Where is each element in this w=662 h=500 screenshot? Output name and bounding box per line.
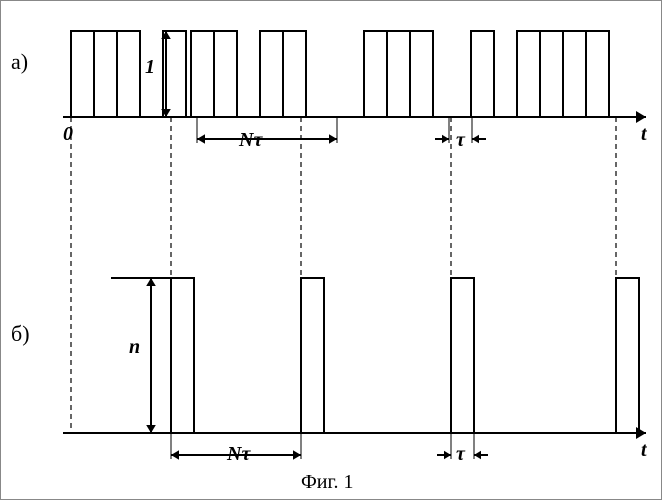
figure-container: { "figure": { "caption": "Фиг. 1", "capt… — [0, 0, 662, 500]
amp-b-label: n — [129, 336, 140, 359]
tau-b-label: τ — [456, 443, 465, 466]
ntau-b-label: Nτ — [227, 443, 250, 466]
tau-a-label: τ — [456, 129, 465, 152]
axis-a-t-label: t — [641, 123, 647, 146]
panel-b-label: б) — [11, 321, 30, 347]
diagram-svg — [1, 1, 661, 499]
axis-b-t-label: t — [641, 439, 647, 462]
ntau-a-label: Nτ — [239, 129, 262, 152]
figure-caption: Фиг. 1 — [301, 471, 353, 494]
panel-a-label: а) — [11, 49, 28, 75]
origin-label: 0 — [63, 123, 73, 146]
amp-a-label: 1 — [145, 56, 155, 79]
